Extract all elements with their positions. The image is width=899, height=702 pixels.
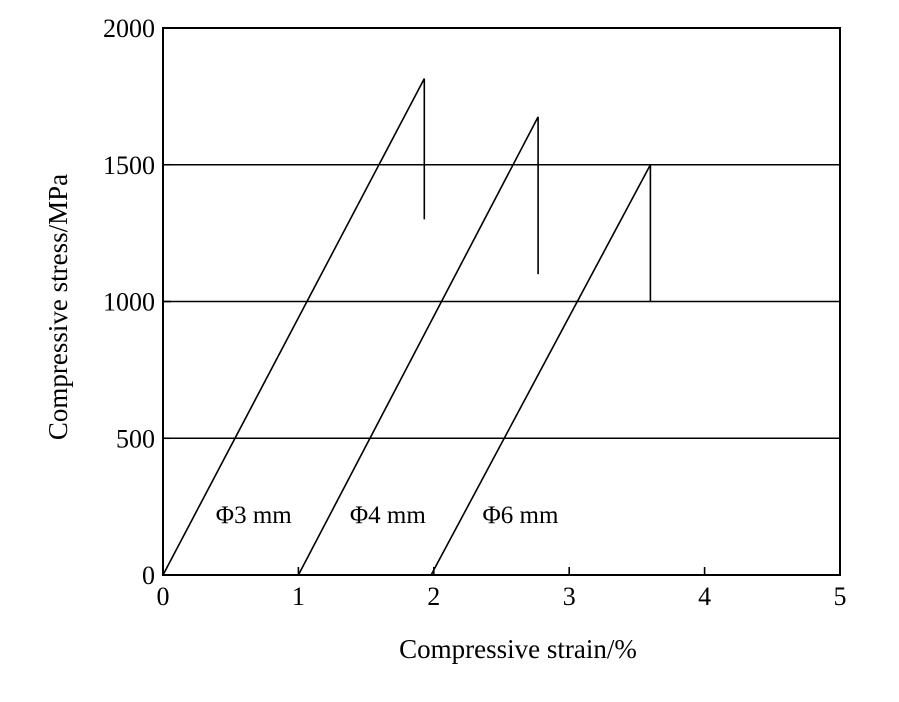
y-tick-label: 2000 [103,14,155,43]
x-tick-label: 1 [292,582,305,611]
x-tick-label: 5 [834,582,847,611]
series-line-3 [430,164,652,576]
y-tick-label: 0 [142,561,155,590]
y-tick-label: 500 [116,424,155,453]
x-tick-label: 2 [427,582,440,611]
series-layer [162,78,652,576]
series-line-2 [297,116,539,576]
y-tick-label: 1500 [103,151,155,180]
x-tick-label: 0 [157,582,170,611]
series-label-2: Φ4 mm [350,502,426,529]
series-label-1: Φ3 mm [216,502,292,529]
grid-layer [163,163,840,440]
y-axis-label: Compressive stress/MPa [43,174,73,440]
x-axis-label: Compressive strain/% [399,634,637,664]
x-tick-label: 3 [563,582,576,611]
x-axis-ticks: 0 1 2 3 4 5 [157,567,847,611]
y-axis-ticks: 0 500 1000 1500 2000 [103,14,171,590]
series-line-1 [162,78,426,576]
series-label-3: Φ6 mm [483,502,559,529]
series-label-layer: Φ3 mm Φ4 mm Φ6 mm [216,502,559,529]
x-tick-label: 4 [698,582,711,611]
y-tick-label: 1000 [103,288,155,317]
